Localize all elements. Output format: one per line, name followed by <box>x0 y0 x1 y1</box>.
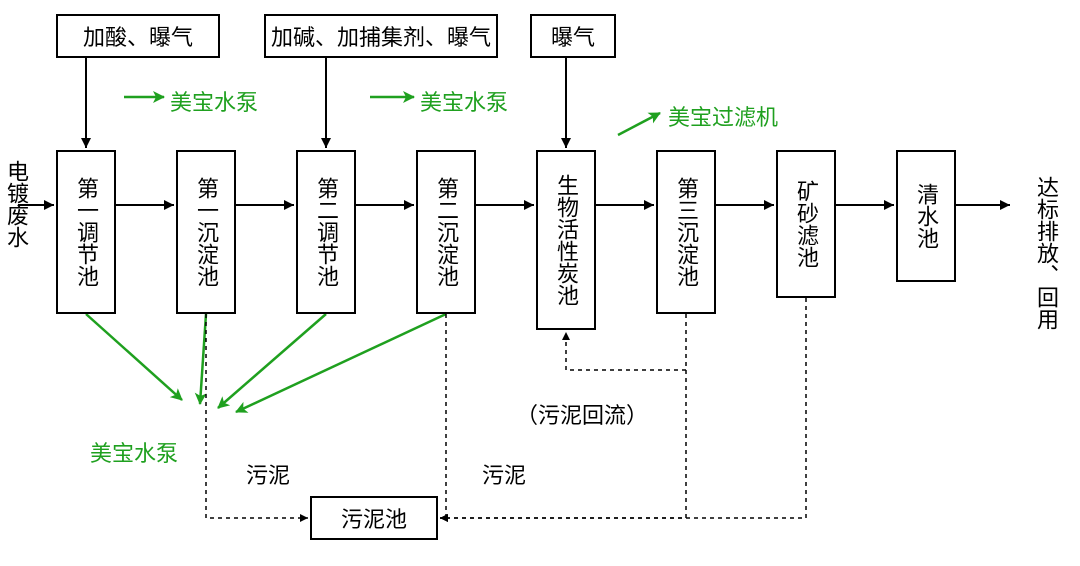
output-label: 达标排放、回用 <box>1022 148 1070 358</box>
green-label-g4: 美宝水泵 <box>90 436 178 468</box>
top-input-top3-label: 曝气 <box>551 20 595 52</box>
green-label-g1: 美宝水泵 <box>170 85 258 117</box>
process-p7: 矿砂滤池 <box>776 150 836 298</box>
green-label-g2: 美宝水泵 <box>420 85 508 117</box>
sludge-box: 污泥池 <box>310 496 438 540</box>
process-p1: 第一调节池 <box>56 150 116 314</box>
top-input-top1-label: 加酸、曝气 <box>83 20 193 52</box>
label-m1: （污泥回流） <box>516 398 648 430</box>
process-p5-label: 生物活性炭池 <box>553 174 579 306</box>
input-label: 电镀废水 <box>4 160 28 248</box>
process-p1-label: 第一调节池 <box>73 177 99 287</box>
process-p6: 第三沉淀池 <box>656 150 716 314</box>
process-p4-label: 第二沉淀池 <box>433 177 459 287</box>
sludge-box-label: 污泥池 <box>341 502 407 534</box>
process-p2-label: 第一沉淀池 <box>193 177 219 287</box>
label-m3: 污泥 <box>482 458 526 490</box>
process-p8-label: 清水池 <box>913 183 939 249</box>
process-p6-label: 第三沉淀池 <box>673 177 699 287</box>
process-p2: 第一沉淀池 <box>176 150 236 314</box>
process-p5: 生物活性炭池 <box>536 150 596 330</box>
top-input-top3: 曝气 <box>530 14 616 58</box>
label-m2: 污泥 <box>246 458 290 490</box>
process-p3: 第二调节池 <box>296 150 356 314</box>
top-input-top1: 加酸、曝气 <box>56 14 220 58</box>
process-p4: 第二沉淀池 <box>416 150 476 314</box>
green-label-g3: 美宝过滤机 <box>668 100 778 132</box>
top-input-top2-label: 加碱、加捕集剂、曝气 <box>271 20 491 52</box>
process-p7-label: 矿砂滤池 <box>793 180 819 268</box>
top-input-top2: 加碱、加捕集剂、曝气 <box>264 14 498 58</box>
process-p8: 清水池 <box>896 150 956 282</box>
process-p3-label: 第二调节池 <box>313 177 339 287</box>
